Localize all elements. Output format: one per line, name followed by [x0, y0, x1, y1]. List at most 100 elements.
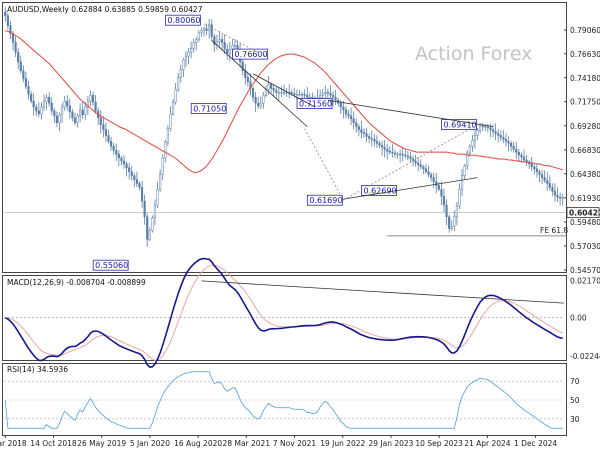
x-tick-label: 19 Jun 2022	[320, 439, 365, 448]
candle-body	[202, 28, 206, 31]
macd-signal-line	[5, 264, 563, 361]
candle-body	[373, 139, 376, 142]
candle-body	[153, 204, 157, 219]
candle-body	[282, 92, 286, 94]
candle-body	[19, 61, 22, 72]
candle-body	[463, 165, 466, 176]
candle-body	[166, 128, 169, 143]
candle-body	[4, 11, 7, 17]
candle-body	[489, 127, 492, 130]
candle-body	[24, 78, 28, 87]
candle-body	[380, 145, 384, 148]
candle-body	[458, 189, 461, 207]
candle-body	[388, 150, 391, 153]
candle-body	[107, 135, 110, 142]
candle-body	[468, 145, 471, 154]
candle-body	[205, 28, 208, 31]
candle-body	[275, 90, 278, 93]
candle-body	[522, 156, 526, 161]
candle-body	[120, 157, 123, 162]
macd-y-tick-label: 0.00	[570, 314, 587, 323]
candle-body	[220, 39, 224, 43]
candle-body	[133, 175, 136, 180]
candle-body	[164, 142, 167, 159]
candle-body	[540, 174, 544, 178]
candle-body	[184, 55, 188, 61]
candle-body	[22, 70, 25, 79]
price-level-label: 0.80060	[167, 16, 200, 25]
candle-body	[419, 164, 422, 168]
candle-body	[63, 100, 66, 108]
candle-body	[161, 157, 164, 175]
candle-body	[233, 45, 237, 47]
price-level-label-box	[306, 194, 343, 206]
candle-body	[218, 39, 221, 42]
candle-body	[486, 126, 489, 128]
candle-body	[197, 32, 200, 40]
current-price-label: 0.60427	[569, 209, 600, 218]
candle-body	[368, 136, 371, 139]
candle-body	[298, 94, 301, 96]
candle-body	[122, 160, 126, 165]
price-y-tick-label: 0.66830	[570, 146, 600, 155]
candle-body	[481, 125, 484, 127]
current-price-box	[566, 207, 600, 219]
macd-layer	[4, 257, 565, 368]
candle-body	[102, 124, 105, 130]
candle-body	[401, 153, 404, 156]
candle-body	[187, 51, 190, 57]
candle-body	[362, 132, 366, 134]
projection-dashed-line	[203, 23, 269, 59]
candle-body	[411, 158, 415, 162]
candle-body	[559, 196, 562, 199]
candle-body	[357, 126, 360, 130]
annotation-layer: 0.80060 0.76600 0.71050 0.71560 0.69410 0.626…	[92, 14, 568, 271]
candle-body	[502, 137, 505, 140]
candle-body	[195, 39, 198, 43]
candle-body	[84, 106, 87, 116]
candle-body	[339, 102, 342, 108]
candle-body	[231, 45, 234, 50]
candle-body	[383, 146, 386, 150]
price-level-label: 0.61690	[309, 196, 342, 205]
candle-body	[182, 59, 185, 71]
candle-body	[151, 217, 154, 231]
candle-body	[112, 145, 115, 151]
candle-body	[290, 92, 293, 94]
candle-body	[99, 117, 102, 125]
candle-body	[30, 94, 33, 102]
candle-body	[306, 95, 309, 98]
candle-body	[342, 106, 345, 111]
candle-body	[86, 100, 89, 108]
price-level-label: 0.71050	[193, 105, 226, 114]
candle-body	[430, 174, 433, 178]
candle-body	[386, 148, 389, 152]
trendline-upper-1	[211, 40, 308, 127]
candle-body	[208, 24, 211, 31]
moving-average-line	[5, 30, 563, 174]
candle-body	[48, 96, 51, 104]
candle-body	[257, 102, 260, 107]
trendline-triangle-upper	[327, 99, 494, 128]
price-y-tick-label: 0.57030	[570, 242, 600, 251]
price-y-tick-label: 0.74180	[570, 74, 600, 83]
candle-body	[9, 25, 12, 34]
candle-body	[66, 100, 69, 107]
candle-body	[437, 185, 440, 190]
candle-body	[223, 42, 226, 50]
candle-body	[378, 143, 381, 146]
candle-body	[460, 175, 464, 190]
price-y-tick-label: 0.64380	[570, 170, 600, 179]
candle-body	[42, 100, 46, 108]
price-level-label-box	[92, 259, 129, 271]
x-tick-label: 5 Jan 2020	[130, 439, 170, 448]
candle-body	[53, 110, 56, 117]
candle-body	[352, 118, 355, 123]
candle-body	[324, 92, 327, 94]
candle-body	[37, 110, 40, 115]
price-y-tick-label: 0.54570	[570, 266, 600, 275]
rsi-line	[4, 371, 563, 429]
candle-body	[303, 94, 306, 96]
candle-body	[171, 101, 175, 115]
candle-body	[117, 153, 120, 159]
